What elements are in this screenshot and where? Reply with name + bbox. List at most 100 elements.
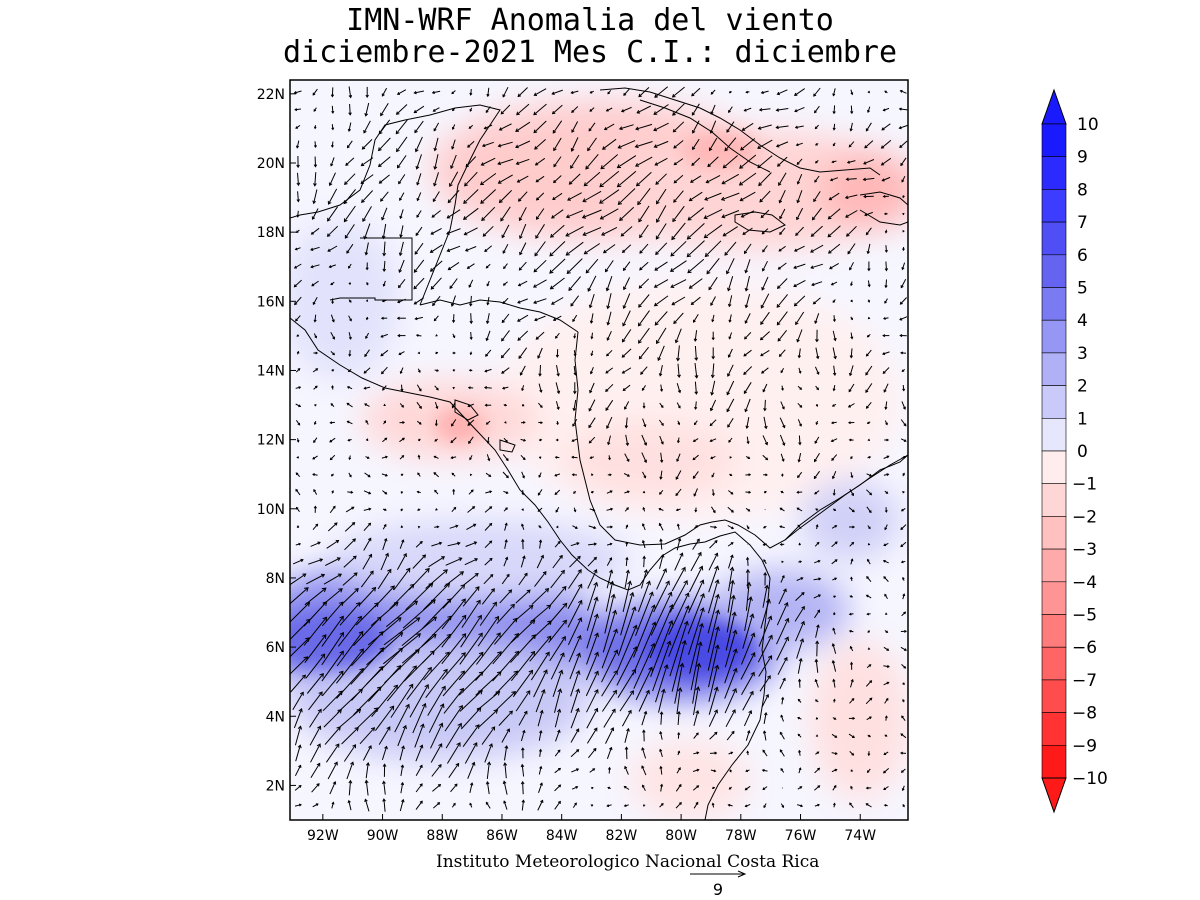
wind-vector-head	[711, 356, 716, 360]
wind-vector-head	[660, 388, 664, 392]
wind-vector-head	[348, 95, 353, 99]
wind-vector-head	[557, 729, 561, 733]
wind-vector	[708, 553, 718, 571]
wind-vector	[312, 523, 318, 531]
wind-vector	[518, 711, 528, 726]
wind-vector	[863, 177, 875, 181]
wind-vector-head	[384, 437, 388, 441]
wind-vector	[601, 629, 618, 669]
wind-vector-head	[517, 337, 521, 341]
wind-vector	[463, 573, 479, 586]
wind-vector-head	[864, 145, 868, 149]
wind-vector	[607, 435, 611, 445]
wind-vector	[729, 314, 732, 323]
wind-vector	[446, 742, 461, 764]
wind-vector-head	[523, 438, 527, 442]
wind-vector-head	[393, 684, 398, 690]
wind-vector	[345, 157, 355, 166]
wind-vector-head	[867, 753, 871, 757]
wind-vector-head	[781, 805, 785, 808]
wind-vector-head	[606, 321, 611, 326]
wind-vector-head	[487, 458, 491, 462]
wind-vector-head	[866, 250, 870, 255]
wind-vector-head	[899, 333, 903, 338]
colorbar-label: 7	[1077, 213, 1088, 233]
wind-vector-head	[884, 715, 888, 719]
wind-vector	[399, 209, 404, 219]
yucatan-coast	[290, 104, 501, 306]
wind-vector	[521, 524, 525, 530]
wind-vector	[660, 766, 663, 775]
wind-vector	[688, 607, 704, 655]
wind-vector	[689, 191, 703, 202]
wind-vector	[380, 553, 389, 571]
wind-vector	[687, 593, 705, 635]
wind-vector-head	[744, 287, 749, 292]
wind-vector-head	[738, 181, 744, 186]
wind-vector	[308, 558, 323, 565]
wind-vector-head	[775, 108, 780, 112]
wind-vector-head	[903, 665, 907, 669]
wind-vector-head	[830, 282, 834, 286]
wind-vector	[848, 383, 855, 392]
wind-vector-head	[676, 523, 680, 527]
wind-vector-head	[576, 652, 581, 658]
wind-vector-head	[539, 729, 543, 734]
wind-vector	[433, 122, 440, 131]
wind-vector-head	[463, 199, 468, 204]
wind-vector-head	[434, 489, 437, 493]
wind-vector-head	[850, 336, 854, 340]
wind-vector	[710, 438, 717, 442]
wind-vector	[400, 765, 404, 776]
wind-vector	[323, 709, 342, 728]
wind-vector-head	[642, 555, 646, 559]
y-tick-label: 12N	[257, 433, 285, 449]
wind-vector-head	[433, 166, 438, 170]
wind-vector-head	[443, 668, 448, 674]
wind-vector	[660, 784, 663, 792]
wind-vector	[330, 157, 335, 166]
wind-vector-head	[459, 687, 464, 693]
wind-vector	[566, 209, 584, 218]
wind-vector-head	[425, 567, 430, 573]
wind-vector-head	[571, 455, 575, 459]
wind-vector-head	[317, 708, 322, 713]
wind-vector-head	[330, 163, 334, 167]
wind-vector-head	[356, 708, 362, 714]
wind-vector-head	[815, 160, 818, 164]
wind-vector-head	[643, 475, 647, 479]
wind-vector	[432, 802, 440, 809]
wind-vector	[728, 555, 733, 569]
wind-vector-head	[436, 369, 440, 372]
wind-vector	[504, 762, 507, 779]
wind-vector	[883, 576, 889, 582]
wind-vector	[339, 602, 361, 626]
wind-vector	[687, 258, 705, 274]
wind-vector	[625, 434, 629, 446]
wind-vector-head	[605, 287, 610, 292]
wind-vector-head	[498, 127, 503, 131]
wind-vector-head	[382, 780, 386, 785]
wind-vector-head	[518, 355, 522, 360]
wind-vector-head	[867, 316, 871, 320]
wind-vector	[849, 262, 854, 270]
wind-vector-head	[358, 688, 363, 694]
wind-vector-head	[504, 522, 508, 526]
wind-vector-head	[549, 269, 554, 274]
wind-vector-head	[521, 747, 525, 751]
wind-vector	[451, 139, 456, 149]
wind-vector-head	[494, 615, 500, 621]
wind-vector	[745, 293, 751, 308]
wind-vector	[653, 122, 669, 131]
wind-vector-head	[867, 300, 871, 303]
wind-vector-head	[348, 336, 352, 340]
wind-vector-head	[588, 424, 592, 429]
wind-vector-head	[432, 616, 438, 622]
wind-vector-head	[649, 591, 654, 597]
wind-vector-head	[815, 355, 820, 360]
wind-vector	[381, 746, 388, 761]
wind-vector-head	[691, 162, 695, 166]
wind-vector	[553, 175, 562, 183]
wind-vector	[758, 172, 772, 186]
wind-vector-head	[330, 144, 334, 148]
